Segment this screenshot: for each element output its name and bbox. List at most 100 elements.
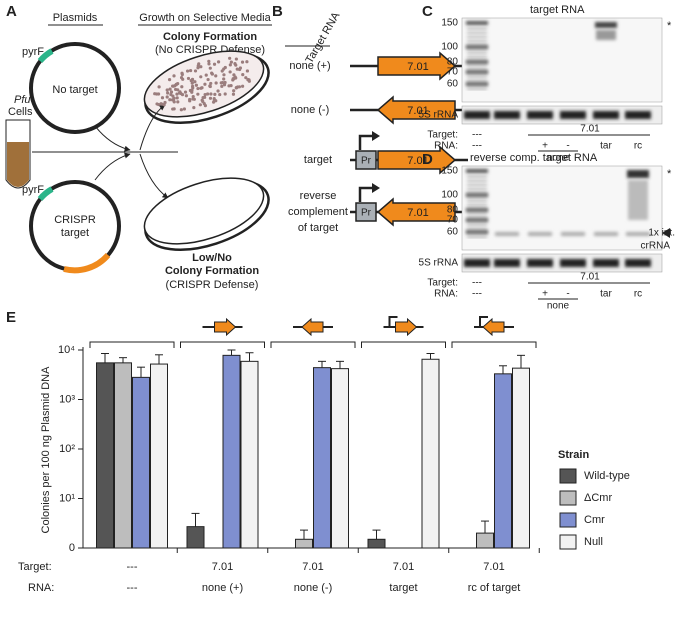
panel-b: B Target RNA none (+) none (-) target re…: [272, 3, 468, 234]
panel-label: B: [272, 3, 283, 20]
cells-label: Cells: [8, 106, 33, 118]
colony: [172, 74, 176, 78]
element-arrow: [377, 51, 457, 81]
panel-a: A Plasmids Growth on Selective Media Col…: [5, 3, 272, 291]
colony: [223, 80, 227, 85]
ladder-band: [467, 52, 487, 54]
colony: [169, 90, 174, 94]
colony: [245, 60, 249, 64]
panel-label: C: [422, 3, 433, 20]
colony: [207, 59, 211, 63]
marker-label: 150: [441, 166, 458, 177]
gene-label: pyrF: [22, 46, 44, 58]
colony: [193, 80, 197, 84]
ladder-band: [467, 44, 487, 46]
marker-label: 100: [441, 42, 458, 53]
colony: [201, 99, 205, 104]
bar: [313, 367, 331, 549]
row-label: Target:: [427, 278, 458, 289]
colony: [231, 92, 236, 96]
band: [561, 232, 585, 236]
bar: [331, 368, 349, 549]
promoter-arrow: [388, 316, 398, 327]
colony: [163, 100, 167, 105]
colony: [190, 84, 195, 88]
legend-label: Wild-type: [584, 470, 630, 482]
bracket: [361, 341, 446, 348]
ladder-band: [467, 220, 487, 222]
row-label: of target: [298, 222, 338, 234]
promoter-arrow: [358, 134, 374, 150]
ladder-band: [466, 208, 488, 212]
x-tick-label: ---: [127, 582, 138, 594]
row-label: reverse: [300, 190, 337, 202]
colony: [196, 92, 200, 96]
ladder-band: [467, 88, 487, 90]
colony: [191, 97, 195, 101]
element-label: 7.01: [407, 105, 428, 117]
colony: [191, 94, 195, 99]
plasmid-label: CRISPR: [54, 214, 96, 226]
marker-label: 80: [447, 205, 459, 216]
band: [595, 22, 617, 28]
ladder-band: [467, 184, 487, 186]
target-value: ---: [472, 278, 482, 289]
bracket: [451, 341, 537, 348]
promoter: [355, 202, 377, 222]
ladder-band: [467, 200, 487, 202]
band: [626, 232, 650, 236]
colony: [219, 81, 223, 85]
colony: [240, 84, 245, 88]
colony: [222, 67, 226, 71]
y-tick-label: 10¹: [59, 492, 75, 504]
rna-value: -: [566, 289, 569, 300]
colony: [167, 78, 172, 82]
construct-arrow: [214, 317, 237, 337]
bar: [367, 538, 386, 549]
colony: [186, 76, 191, 81]
colony: [235, 67, 239, 71]
colony: [216, 89, 220, 93]
element-label: 7.01: [407, 207, 428, 219]
rna-value: +: [542, 141, 548, 152]
rrna-band: [464, 111, 490, 119]
ladder-band: [467, 56, 487, 58]
colony: [210, 71, 214, 75]
x-tick-label: 7.01: [302, 561, 323, 573]
ladder-band: [467, 32, 487, 34]
loading-label: 5S rRNA: [419, 258, 459, 269]
ladder-band: [467, 228, 487, 230]
ladder-band: [467, 180, 487, 182]
colony: [206, 77, 210, 82]
bar: [150, 363, 168, 549]
legend-swatch: [559, 468, 577, 484]
arrow: [139, 104, 166, 151]
colony: [238, 66, 242, 70]
element-arrow: [377, 145, 457, 175]
colony: [203, 93, 207, 97]
colony: [209, 81, 213, 86]
promoter-arrow: [358, 186, 374, 202]
colony: [204, 73, 208, 77]
ladder-band: [467, 40, 487, 42]
colony: [176, 100, 180, 104]
colony: [199, 65, 203, 69]
colony: [209, 92, 213, 96]
rrna-band: [527, 259, 553, 267]
ladder-band: [467, 204, 487, 206]
plasmid: [29, 42, 121, 134]
target-value: 7.01: [580, 272, 600, 283]
ladder-band: [467, 216, 487, 218]
cells-label: Pfu: [14, 94, 31, 106]
band: [627, 170, 649, 178]
annotation: crRNA: [641, 241, 671, 252]
x-tick-label: target: [389, 582, 417, 594]
promoter-arrow: [479, 316, 488, 327]
bar: [494, 373, 512, 549]
colony: [223, 92, 227, 96]
marker-label: 100: [441, 190, 458, 201]
ladder-band: [467, 36, 487, 38]
